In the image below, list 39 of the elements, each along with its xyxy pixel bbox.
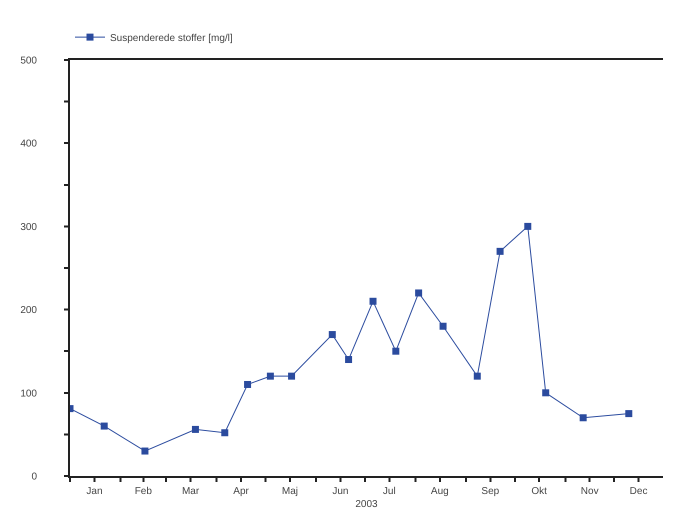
x-tick-label: Apr: [233, 486, 250, 497]
point: [244, 380, 252, 388]
point: [440, 322, 447, 330]
x-tick-label: Feb: [134, 486, 152, 497]
x-tick-label: Okt: [531, 486, 548, 497]
y-tick-label: 400: [20, 138, 38, 150]
point: [415, 289, 422, 296]
legend-label: Suspenderede stoffer [mg/l]: [110, 33, 233, 44]
point: [392, 348, 400, 355]
point: [192, 426, 199, 433]
point: [141, 448, 148, 455]
x-tick-label: Nov: [580, 486, 599, 497]
point: [100, 422, 108, 430]
point: [266, 372, 274, 380]
point: [221, 429, 228, 436]
y-tick-label: 200: [20, 305, 38, 316]
x-tick-label: Maj: [282, 486, 298, 497]
point: [288, 372, 296, 380]
point: [370, 298, 377, 305]
x-tick-label: Jun: [332, 486, 348, 497]
x-tick-label: Dec: [630, 486, 648, 497]
point: [580, 414, 587, 422]
y-tick-label: 500: [20, 56, 38, 66]
point: [542, 389, 550, 396]
y-tick-label: 0: [31, 472, 38, 482]
point: [524, 222, 532, 230]
point: [625, 410, 632, 418]
point: [496, 248, 504, 255]
point: [328, 331, 336, 338]
x-tick-label: Mar: [182, 486, 200, 497]
x-axis-title: 2003: [355, 499, 378, 510]
x-tick-label: Jul: [382, 486, 396, 497]
point: [345, 356, 352, 364]
x-tick-label: Jan: [86, 486, 103, 497]
y-tick-label: 300: [20, 222, 38, 233]
x-tick-label: Sep: [481, 486, 500, 497]
y-tick-label: 100: [20, 388, 38, 400]
x-tick-label: Aug: [430, 486, 449, 497]
point: [474, 372, 481, 380]
